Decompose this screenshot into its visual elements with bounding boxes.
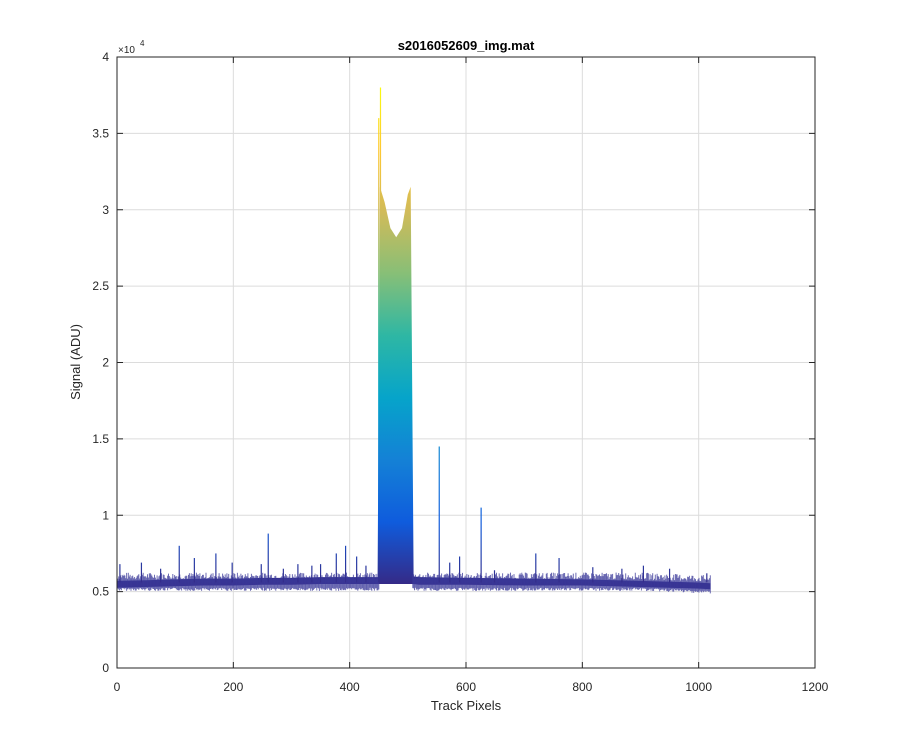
y-tick-label: 0.5	[92, 585, 109, 599]
y-tick-label: 2.5	[92, 279, 109, 293]
data-layer	[117, 87, 711, 594]
y-axis-label: Signal (ADU)	[68, 324, 83, 400]
x-axis-label: Track Pixels	[431, 698, 502, 713]
grid-lines	[117, 57, 815, 668]
y-tick-label: 1	[102, 508, 109, 522]
y-exponent-power: 4	[140, 39, 145, 48]
y-axis-exponent: ×10 4	[118, 39, 145, 56]
y-tick-label: 3	[102, 203, 109, 217]
y-tick-label: 4	[102, 50, 109, 64]
y-tick-label: 0	[102, 661, 109, 675]
chart-title: s2016052609_img.mat	[398, 38, 535, 53]
y-exponent-base: ×10	[118, 45, 135, 56]
noise-band	[117, 572, 711, 594]
x-tick-label: 600	[456, 680, 476, 694]
y-tick-label: 2	[102, 356, 109, 370]
x-tick-label: 800	[572, 680, 592, 694]
x-tick-label: 1200	[802, 680, 829, 694]
x-tick-label: 0	[114, 680, 121, 694]
x-tick-label: 200	[223, 680, 243, 694]
x-tick-label: 1000	[685, 680, 712, 694]
x-tick-label: 400	[340, 680, 360, 694]
y-tick-label: 3.5	[92, 126, 109, 140]
axis-ticks: 0 200 400 600 800 1000 1200 0 0.5 1 1.5 2 2.5 3 3.5 4	[92, 50, 828, 694]
y-tick-label: 1.5	[92, 432, 109, 446]
